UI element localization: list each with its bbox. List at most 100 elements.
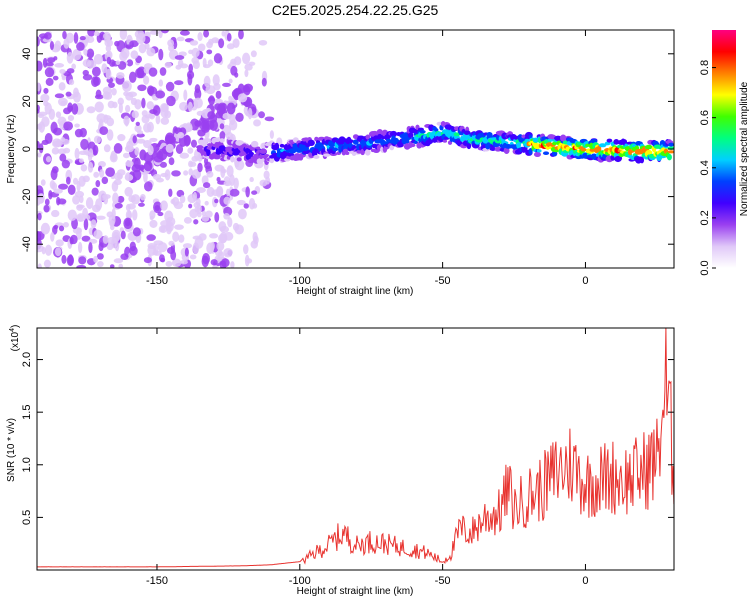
- spectrogram-cell: [103, 33, 109, 40]
- spectrogram-cell: [183, 89, 188, 101]
- spectrogram-cell: [76, 204, 85, 209]
- spectrogram-cell: [129, 241, 136, 252]
- colorbar: 0.0 0.2 0.4 0.6 0.8 Normalized spectral ampl…: [699, 30, 750, 276]
- spectrogram-cell: [189, 40, 199, 46]
- spectrogram-cell: [258, 39, 268, 46]
- spectrogram-cell: [58, 82, 66, 91]
- spectrogram-cell: [78, 158, 84, 163]
- spectrogram-x-axis-label: Height of straight line (km): [297, 286, 414, 297]
- spectrogram-cell: [72, 91, 81, 103]
- spectrogram-cell: [183, 217, 192, 224]
- spectrogram-cell: [203, 30, 210, 38]
- spectrogram-cell: [179, 30, 190, 36]
- spectrogram-cell: [155, 177, 164, 183]
- spectrogram-cell: [38, 111, 48, 117]
- spectrogram-cell: [80, 138, 89, 150]
- spectrogram-cell: [106, 129, 114, 141]
- spectrogram-cell: [168, 240, 175, 246]
- spectrogram-cell: [205, 138, 211, 143]
- spectrogram-cell: [88, 148, 94, 158]
- spectrogram-cell: [288, 148, 297, 154]
- spectrogram-cell: [489, 147, 497, 151]
- spectrogram-cell: [244, 69, 249, 78]
- spectrogram-cell: [55, 111, 62, 118]
- spectrogram-cell: [242, 52, 251, 65]
- spectrogram-cell: [533, 151, 541, 158]
- spectrogram-cell: [72, 177, 79, 185]
- spectrogram-cell: [136, 138, 146, 144]
- spectrogram-cell: [137, 130, 144, 135]
- spectrogram-cell: [143, 257, 152, 264]
- spectrogram-cell: [174, 224, 184, 230]
- spectrogram-cell: [43, 259, 51, 268]
- spectrogram-cell: [645, 144, 653, 150]
- spectrogram-cell: [93, 255, 99, 263]
- spectrogram-cell: [132, 227, 141, 237]
- spectrogram-cell: [124, 219, 131, 227]
- spectrogram-cell: [102, 91, 110, 100]
- spectrogram-cell: [120, 253, 129, 261]
- spectrogram-cell: [124, 186, 133, 197]
- spectrogram-cell: [74, 128, 83, 138]
- spectrogram-cell: [131, 110, 139, 119]
- spectrogram-cell: [166, 135, 176, 144]
- spectrogram-cell: [211, 37, 220, 44]
- spectrogram-cell: [201, 215, 210, 222]
- spectrogram-cell: [54, 63, 65, 68]
- spectrogram-cell: [108, 82, 115, 89]
- spectrogram-cell: [122, 152, 130, 159]
- spectrogram-cell: [197, 162, 203, 173]
- spectrogram-cell: [516, 142, 521, 149]
- spectrogram-cell: [152, 105, 161, 116]
- spectrogram-cell: [259, 179, 268, 187]
- spectrogram-cell: [250, 50, 257, 58]
- spectrogram-cell: [55, 141, 63, 147]
- snr-x-ticks: -150 -100 -50 0: [146, 328, 589, 587]
- spectrogram-cell: [212, 264, 218, 268]
- spectrogram-cell: [323, 153, 331, 157]
- spectrogram-cell: [220, 166, 226, 178]
- spectrogram-cell: [184, 247, 189, 257]
- spectrogram-cell: [453, 132, 461, 137]
- spectrogram-cell: [94, 94, 104, 100]
- y-tick-label: 1.5: [21, 405, 33, 420]
- spectrogram-cell: [332, 147, 339, 152]
- spectrogram-cell: [222, 112, 232, 120]
- spectrogram-cell: [130, 50, 139, 60]
- spectrogram-cell: [146, 234, 156, 241]
- spectrogram-cell: [259, 148, 267, 154]
- spectrogram-cell: [191, 56, 199, 64]
- spectrogram-cell: [42, 57, 48, 68]
- spectrogram-cell: [166, 216, 176, 227]
- spectrogram-cell: [269, 130, 274, 139]
- spectrogram-cell: [44, 198, 50, 206]
- spectrogram-cell: [49, 40, 55, 51]
- spectrogram-cell: [165, 143, 174, 153]
- x-tick-label: -50: [435, 275, 451, 287]
- spectrogram-cell: [148, 67, 158, 77]
- spectrogram-cell: [216, 241, 225, 251]
- spectrogram-cell: [218, 38, 225, 49]
- spectrogram-cell: [134, 99, 142, 110]
- spectrogram-cell: [93, 171, 100, 178]
- spectrogram-cell: [87, 30, 96, 37]
- spectrogram-cell: [229, 188, 240, 197]
- spectrogram-cell: [61, 254, 67, 264]
- x-tick-label: 0: [582, 575, 588, 587]
- spectrogram-cell: [237, 83, 245, 95]
- spectrogram-cell: [207, 111, 216, 120]
- spectrogram-cell: [48, 108, 56, 120]
- spectrogram-cell: [125, 160, 134, 167]
- spectrogram-cell: [364, 148, 371, 156]
- spectrogram-cell: [165, 81, 175, 92]
- spectrogram-cell: [223, 196, 231, 205]
- spectrogram-cell: [228, 78, 233, 84]
- spectrogram-cell: [179, 195, 186, 204]
- spectrogram-cell: [101, 63, 108, 74]
- spectrogram-cell: [204, 161, 212, 170]
- spectrogram-cell: [37, 198, 41, 206]
- spectrogram-cell: [187, 73, 193, 86]
- spectrogram-cell: [117, 134, 126, 142]
- spectrogram-cell: [77, 241, 83, 254]
- colorbar-tick-label: 0.2: [699, 210, 711, 225]
